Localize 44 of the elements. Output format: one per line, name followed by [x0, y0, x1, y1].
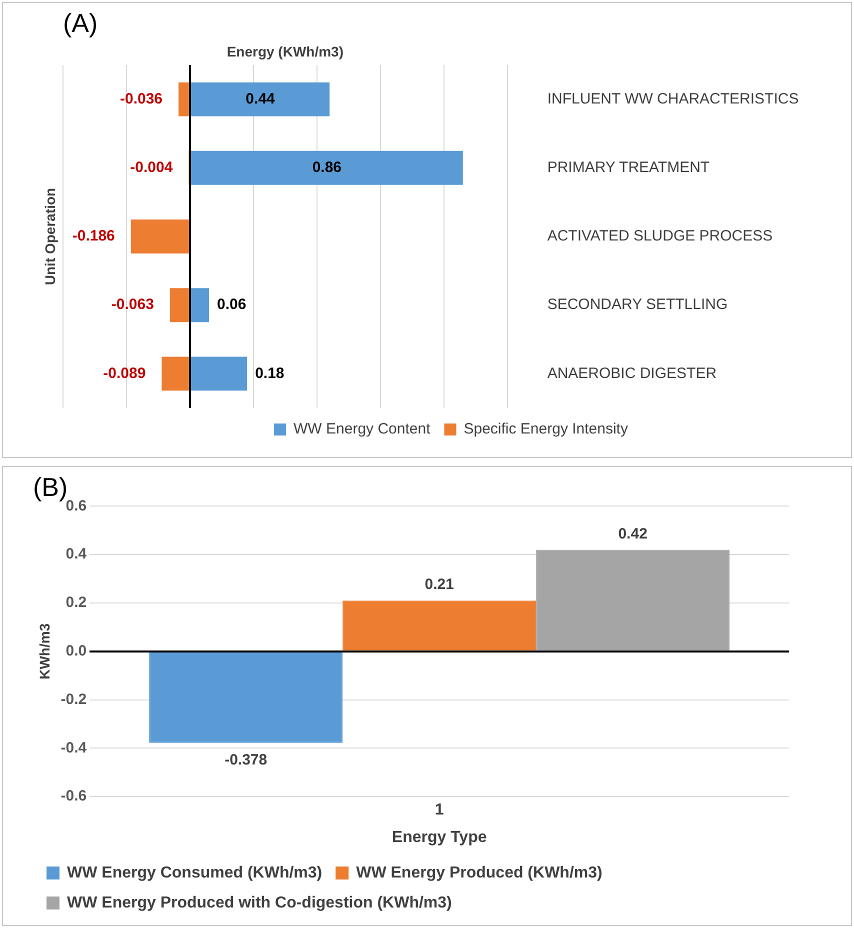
chart-title: (A) [63, 8, 98, 38]
bar [130, 220, 189, 254]
data-label: -0.186 [72, 228, 115, 245]
bar [190, 82, 330, 116]
y-tick-label: -0.2 [60, 690, 87, 708]
legend-label: WW Energy Consumed (KWh/m3) [67, 864, 322, 882]
y-tick-label: ACTIVATED SLUDGE PROCESS [547, 228, 773, 245]
y-tick-label: 0.0 [66, 642, 87, 660]
legend-label: WW Energy Content [294, 420, 432, 438]
data-label: -0.089 [103, 364, 146, 382]
legend-label: WW Energy Produced (KWh/m3) [356, 864, 602, 882]
bar [178, 82, 189, 116]
legend-label: WW Energy Produced with Co-digestion (KWh/m3) [67, 894, 452, 912]
x-axis-title: Energy (KWh/m3) [226, 43, 344, 60]
y-tick-label: 0.6 [66, 497, 87, 514]
x-tick-label: 1 [434, 802, 444, 819]
data-label: 0.06 [216, 296, 246, 314]
data-label: 0.18 [255, 364, 284, 382]
data-label: -0.004 [130, 159, 174, 176]
bar [190, 150, 463, 185]
bar [162, 356, 189, 391]
y-tick-label: SECONDARY SETTLLING [547, 296, 728, 314]
y-tick-label: 0.4 [66, 546, 88, 563]
data-label: 0.42 [618, 525, 648, 542]
data-label: 0.21 [424, 576, 454, 594]
bar [170, 288, 189, 322]
data-label: 0.86 [312, 159, 342, 176]
y-tick-label: PRIMARY TREATMENT [547, 159, 710, 176]
x-axis-title: Energy Type [392, 828, 487, 846]
bar [190, 356, 248, 391]
y-tick-label: ANAEROBIC DIGESTER [547, 364, 717, 382]
y-axis-title: KWh/m3 [36, 623, 52, 680]
y-tick-label: -0.4 [60, 739, 88, 756]
data-label: -0.036 [120, 90, 163, 108]
y-tick-label: 0.2 [66, 594, 87, 612]
data-label: -0.378 [224, 752, 268, 769]
data-label: -0.063 [111, 296, 154, 314]
y-tick-label: INFLUENT WW CHARACTERISTICS [547, 90, 799, 108]
y-tick-label: -0.6 [60, 788, 87, 805]
chart-title: (B) [33, 472, 68, 502]
legend-label: Specific Energy Intensity [464, 420, 628, 438]
data-label: 0.44 [246, 90, 276, 108]
bar [190, 288, 209, 322]
y-axis-title: Unit Operation [42, 188, 58, 286]
